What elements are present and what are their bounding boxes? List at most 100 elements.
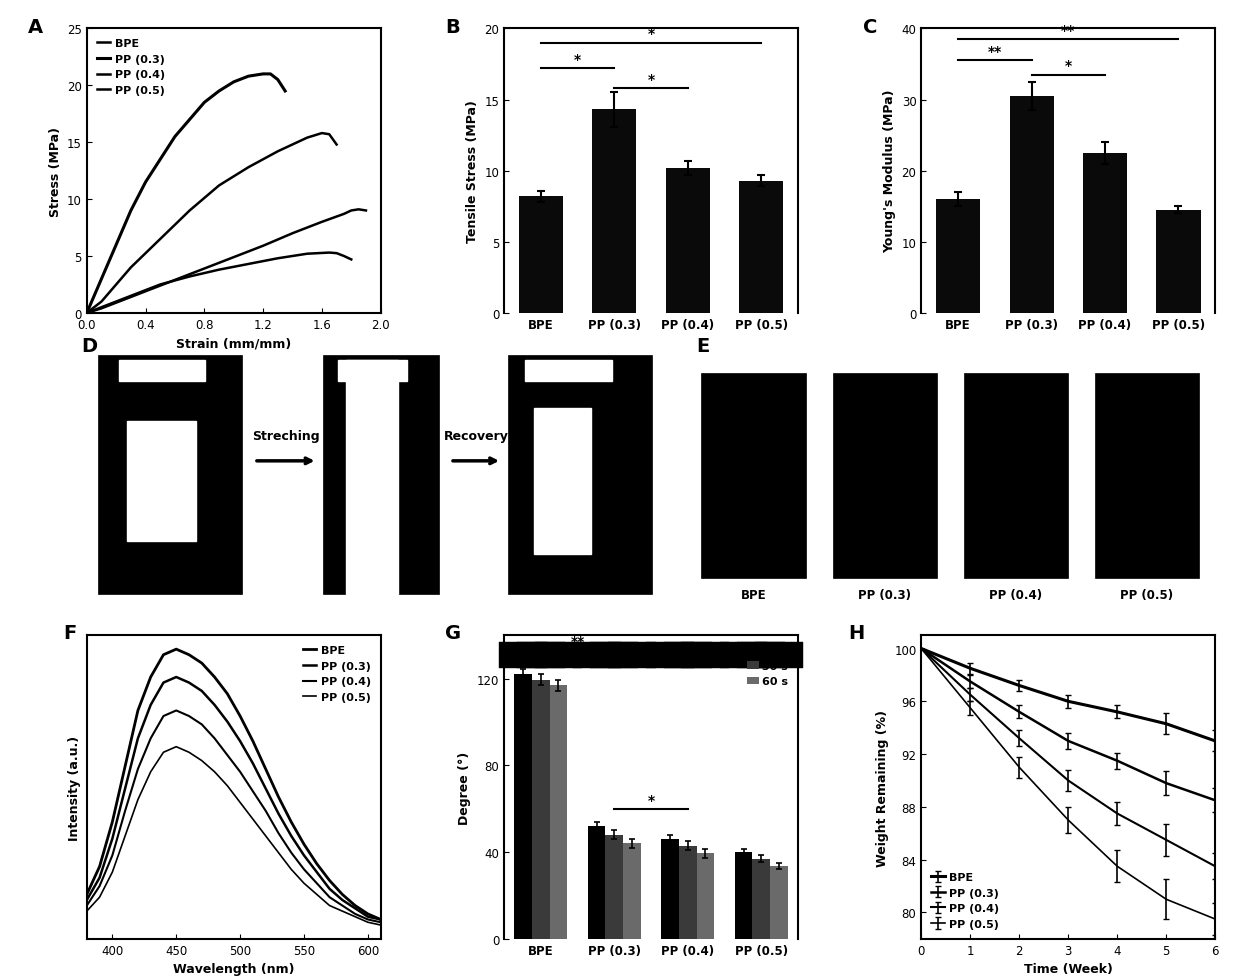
PP (0.3): [207, 699, 222, 711]
PP (0.3): [309, 867, 324, 878]
BPE: [124, 290, 139, 302]
Bar: [500, 643, 547, 668]
Y-axis label: Stress (MPa): Stress (MPa): [48, 126, 62, 216]
Text: *: *: [647, 793, 655, 807]
Bar: [337, 361, 407, 381]
Bar: [517, 643, 564, 668]
Bar: [1095, 374, 1199, 578]
BPE: [105, 817, 120, 828]
PP (0.3): [92, 872, 107, 884]
PP (0.4): [373, 916, 388, 928]
Text: Streching: Streching: [252, 429, 320, 443]
Text: *: *: [574, 53, 582, 67]
Bar: [1083, 154, 1127, 314]
Text: PP (0.3): PP (0.3): [858, 588, 911, 600]
PP (0.3): [322, 883, 337, 895]
Line: PP (0.5): PP (0.5): [87, 210, 366, 314]
BPE: [335, 889, 350, 901]
PP (0.3): [94, 274, 109, 286]
PP (0.4): [347, 909, 362, 920]
PP (0.5): [169, 741, 184, 753]
PP (0.4): [315, 128, 330, 140]
Text: H: H: [848, 624, 864, 643]
Line: BPE: BPE: [87, 649, 381, 919]
PP (0.5): [351, 204, 366, 216]
PP (0.4): [246, 785, 260, 797]
X-axis label: Strain (mm/mm): Strain (mm/mm): [176, 337, 291, 350]
Bar: [128, 422, 196, 541]
Bar: [1009, 97, 1054, 314]
Bar: [515, 675, 532, 939]
PP (0.3): [197, 98, 212, 110]
Legend: BPE, PP (0.3), PP (0.4), PP (0.5): BPE, PP (0.3), PP (0.4), PP (0.5): [299, 642, 374, 707]
Line: PP (0.5): PP (0.5): [87, 747, 381, 925]
PP (0.3): [278, 86, 293, 98]
BPE: [118, 761, 133, 773]
BPE: [130, 705, 145, 717]
Bar: [738, 643, 785, 668]
PP (0.5): [285, 228, 300, 240]
PP (0.5): [219, 780, 234, 792]
Text: G: G: [445, 624, 461, 643]
PP (0.4): [79, 900, 94, 911]
PP (0.4): [156, 710, 171, 722]
X-axis label: Time (Week): Time (Week): [1024, 962, 1112, 975]
PP (0.4): [92, 880, 107, 892]
Text: **: **: [570, 635, 585, 648]
Bar: [608, 643, 656, 668]
PP (0.5): [233, 797, 248, 809]
BPE: [373, 913, 388, 925]
Y-axis label: Degree (°): Degree (°): [459, 751, 471, 823]
PP (0.5): [336, 208, 351, 220]
Text: F: F: [63, 624, 77, 643]
PP (0.5): [207, 766, 222, 778]
BPE: [296, 838, 311, 850]
Bar: [119, 361, 205, 381]
PP (0.4): [153, 234, 167, 245]
PP (0.3): [246, 758, 260, 770]
BPE: [241, 259, 255, 271]
Line: PP (0.3): PP (0.3): [87, 75, 285, 314]
Text: *: *: [647, 73, 655, 87]
Bar: [98, 355, 243, 594]
PP (0.5): [361, 916, 376, 928]
Bar: [936, 200, 980, 314]
PP (0.4): [105, 850, 120, 862]
Bar: [646, 643, 694, 668]
PP (0.3): [347, 903, 362, 914]
PP (0.5): [343, 205, 358, 217]
PP (0.3): [79, 894, 94, 906]
PP (0.5): [258, 830, 273, 842]
PP (0.3): [296, 850, 311, 862]
PP (0.3): [167, 131, 182, 143]
Bar: [753, 859, 770, 939]
BPE: [347, 900, 362, 911]
PP (0.4): [322, 891, 337, 903]
PP (0.4): [272, 827, 286, 839]
PP (0.4): [309, 877, 324, 889]
PP (0.5): [79, 906, 94, 917]
Text: Recovery: Recovery: [444, 429, 508, 443]
Line: PP (0.4): PP (0.4): [87, 134, 336, 314]
BPE: [92, 861, 107, 872]
Bar: [622, 844, 641, 939]
PP (0.3): [182, 114, 197, 126]
Legend: 0 s, 30 s, 60 s: 0 s, 30 s, 60 s: [743, 642, 792, 691]
Bar: [735, 852, 753, 939]
BPE: [169, 644, 184, 655]
Bar: [963, 374, 1069, 578]
BPE: [322, 247, 337, 259]
Text: C: C: [863, 18, 877, 37]
PP (0.5): [144, 766, 159, 778]
PP (0.4): [124, 262, 139, 274]
PP (0.3): [219, 716, 234, 728]
PP (0.5): [322, 900, 337, 911]
PP (0.4): [335, 900, 350, 911]
Bar: [533, 409, 591, 555]
PP (0.4): [181, 710, 196, 722]
PP (0.4): [258, 805, 273, 817]
Bar: [573, 643, 620, 668]
Bar: [832, 374, 937, 578]
BPE: [156, 649, 171, 661]
PP (0.4): [118, 805, 133, 817]
